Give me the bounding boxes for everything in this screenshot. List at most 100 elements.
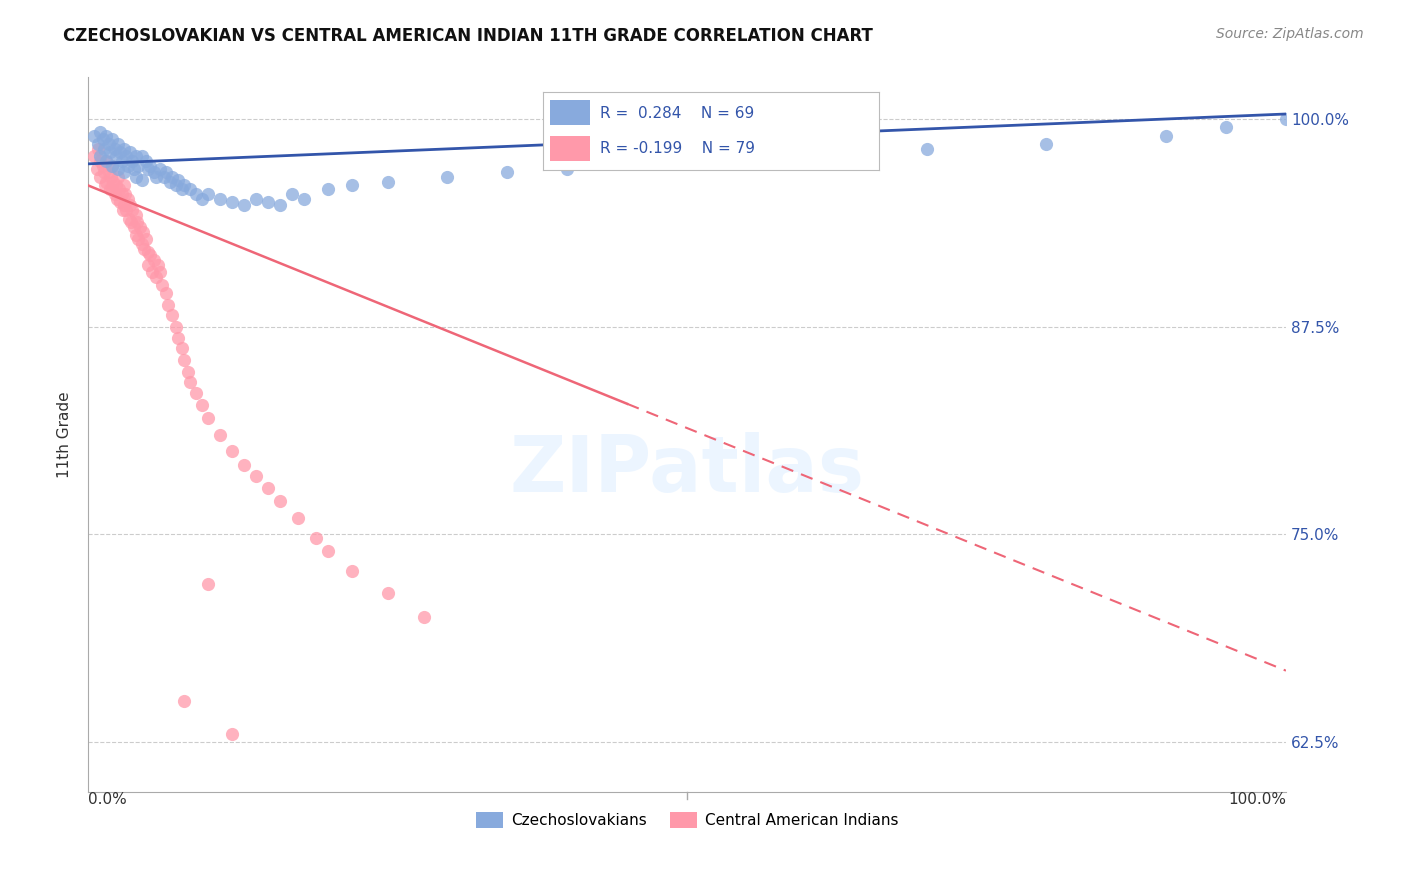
Point (191, 398, 214, 412)
Point (107, 170, 129, 185)
Point (112, 198, 135, 212)
Point (101, 182, 124, 196)
Point (136, 161, 159, 176)
Point (176, 365, 198, 379)
Point (122, 161, 145, 176)
Point (131, 173, 153, 187)
Point (136, 244, 159, 259)
Point (167, 331, 190, 345)
Point (128, 219, 150, 234)
Point (152, 170, 174, 185)
Point (165, 319, 187, 334)
Point (103, 175, 125, 189)
Point (340, 564, 363, 578)
Point (89, 170, 111, 185)
Point (111, 203, 134, 218)
Point (94, 178, 117, 193)
Point (107, 136, 129, 151)
Point (132, 225, 155, 239)
Point (93, 142, 115, 156)
Point (87, 136, 110, 151)
Point (316, 182, 339, 196)
Point (496, 165, 519, 179)
Point (125, 148, 148, 162)
Point (103, 186, 125, 201)
Point (101, 159, 124, 173)
Point (127, 232, 149, 246)
Point (232, 198, 254, 212)
Point (197, 186, 219, 201)
Point (184, 186, 207, 201)
Point (340, 178, 363, 193)
Point (173, 693, 195, 707)
Point (915, 142, 938, 156)
Point (159, 175, 181, 189)
Point (676, 153, 699, 168)
Point (89, 125, 111, 139)
Point (143, 165, 166, 179)
Point (221, 727, 243, 741)
Point (97, 136, 120, 151)
Point (796, 148, 818, 162)
Point (1035, 136, 1057, 151)
Point (208, 192, 231, 206)
Point (94, 128, 117, 143)
Point (131, 236, 153, 251)
Point (155, 286, 177, 301)
Point (412, 610, 434, 624)
Text: Source: ZipAtlas.com: Source: ZipAtlas.com (1216, 27, 1364, 41)
Point (125, 170, 148, 185)
Point (127, 159, 149, 173)
Point (149, 265, 172, 279)
Point (145, 269, 167, 284)
Legend: Czechoslovakians, Central American Indians: Czechoslovakians, Central American India… (470, 806, 904, 834)
Point (149, 161, 172, 176)
Point (269, 198, 291, 212)
Point (170, 341, 193, 355)
Point (179, 375, 201, 389)
Point (98, 145, 121, 160)
Point (111, 153, 134, 168)
Point (107, 161, 129, 176)
Point (1275, 112, 1298, 126)
Point (127, 215, 149, 229)
Point (101, 159, 124, 173)
Point (89, 153, 111, 168)
Point (89, 148, 111, 162)
Text: 100.0%: 100.0% (1227, 792, 1286, 807)
Point (94, 175, 117, 189)
Point (135, 153, 157, 168)
Point (184, 386, 207, 401)
Point (245, 192, 267, 206)
Point (115, 203, 138, 218)
Point (292, 192, 315, 206)
Point (112, 142, 135, 156)
Point (125, 208, 148, 222)
Point (221, 195, 243, 210)
Point (111, 186, 134, 201)
Point (160, 170, 183, 185)
Text: ZIPatlas: ZIPatlas (509, 433, 865, 508)
Point (281, 186, 304, 201)
Point (377, 175, 399, 189)
Point (1154, 128, 1177, 143)
Point (118, 211, 141, 226)
Point (555, 161, 578, 176)
Point (179, 182, 201, 196)
Point (108, 182, 131, 196)
Point (155, 165, 177, 179)
Point (167, 173, 190, 187)
Point (139, 159, 162, 173)
Point (232, 458, 254, 472)
Point (145, 170, 167, 185)
Point (112, 178, 135, 193)
Point (83, 148, 105, 162)
Point (146, 258, 169, 272)
Point (94, 153, 117, 168)
Point (125, 228, 148, 243)
Point (170, 182, 193, 196)
Point (143, 253, 166, 268)
Point (245, 469, 267, 483)
Point (436, 170, 458, 185)
Point (208, 427, 231, 442)
